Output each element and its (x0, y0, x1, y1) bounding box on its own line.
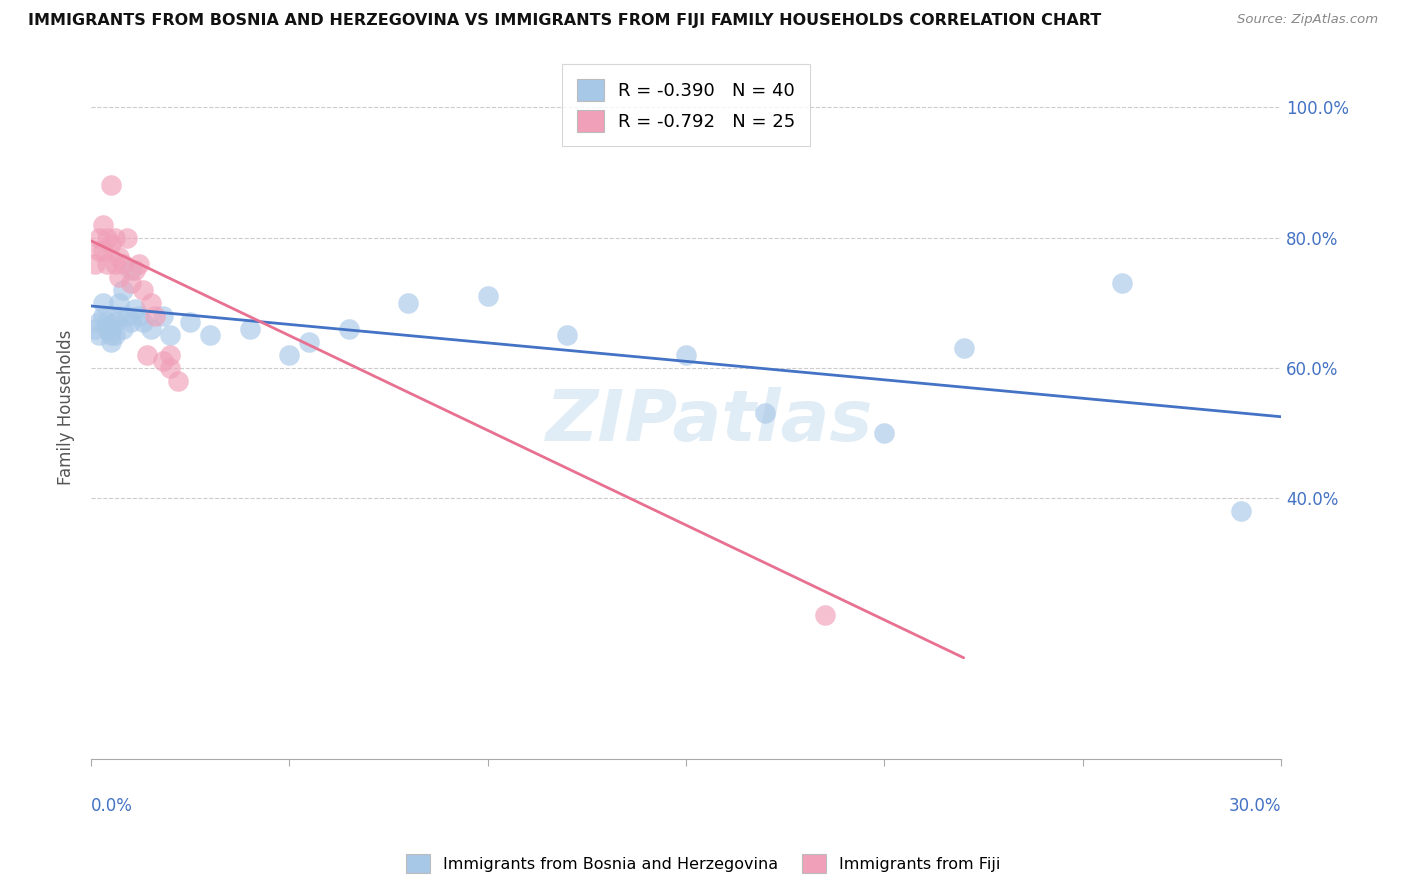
Point (104, 257, 127, 271)
Text: 30.0%: 30.0% (1229, 797, 1281, 815)
Text: 0.0%: 0.0% (91, 797, 134, 815)
Point (337, 322, 360, 336)
Point (198, 328, 221, 343)
Point (477, 289, 499, 303)
Point (87, 244, 110, 258)
Point (814, 608, 837, 623)
Point (278, 348, 301, 362)
Legend: R = -0.390   N = 40, R = -0.792   N = 25: R = -0.390 N = 40, R = -0.792 N = 25 (562, 64, 810, 146)
Point (100, 178, 122, 193)
Point (675, 348, 697, 362)
Point (111, 322, 134, 336)
Point (104, 230, 127, 244)
Point (124, 263, 146, 277)
Point (111, 283, 134, 297)
Text: IMMIGRANTS FROM BOSNIA AND HERZEGOVINA VS IMMIGRANTS FROM FIJI FAMILY HOUSEHOLDS: IMMIGRANTS FROM BOSNIA AND HERZEGOVINA V… (28, 13, 1101, 29)
Point (91, 218, 114, 232)
Point (91, 295, 114, 310)
Point (108, 295, 131, 310)
Point (108, 269, 131, 284)
Point (159, 348, 181, 362)
Point (239, 322, 262, 336)
Point (555, 328, 578, 343)
Point (139, 322, 162, 336)
Point (179, 315, 201, 329)
Point (952, 341, 974, 355)
Text: ZIPatlas: ZIPatlas (546, 386, 873, 456)
Point (96, 315, 118, 329)
Point (87, 230, 110, 244)
Point (108, 250, 131, 264)
Point (120, 315, 142, 329)
Point (104, 315, 127, 329)
Point (91, 244, 114, 258)
Point (100, 328, 122, 343)
Point (108, 309, 131, 323)
Point (132, 315, 155, 329)
Point (143, 309, 166, 323)
Point (104, 328, 127, 343)
Point (100, 322, 122, 336)
Point (120, 263, 142, 277)
Point (132, 283, 155, 297)
Point (87, 315, 110, 329)
Point (396, 295, 419, 310)
Point (84, 257, 107, 271)
Point (159, 360, 181, 375)
Point (298, 334, 321, 349)
Point (96, 322, 118, 336)
Point (124, 302, 146, 317)
Text: Source: ZipAtlas.com: Source: ZipAtlas.com (1237, 13, 1378, 27)
Point (100, 237, 122, 252)
Point (159, 328, 181, 343)
Point (115, 309, 138, 323)
Point (135, 348, 157, 362)
Point (152, 354, 174, 368)
Point (152, 309, 174, 323)
Y-axis label: Family Households: Family Households (58, 329, 75, 484)
Point (128, 309, 150, 323)
Point (115, 230, 138, 244)
Point (87, 328, 110, 343)
Point (139, 295, 162, 310)
Point (128, 257, 150, 271)
Point (754, 407, 776, 421)
Point (84, 322, 107, 336)
Legend: Immigrants from Bosnia and Herzegovina, Immigrants from Fiji: Immigrants from Bosnia and Herzegovina, … (399, 847, 1007, 880)
Point (873, 425, 896, 440)
Point (167, 374, 190, 388)
Point (91, 309, 114, 323)
Point (111, 257, 134, 271)
Point (96, 257, 118, 271)
Point (100, 334, 122, 349)
Point (1230, 504, 1253, 518)
Point (96, 230, 118, 244)
Point (1111, 276, 1133, 290)
Point (120, 276, 142, 290)
